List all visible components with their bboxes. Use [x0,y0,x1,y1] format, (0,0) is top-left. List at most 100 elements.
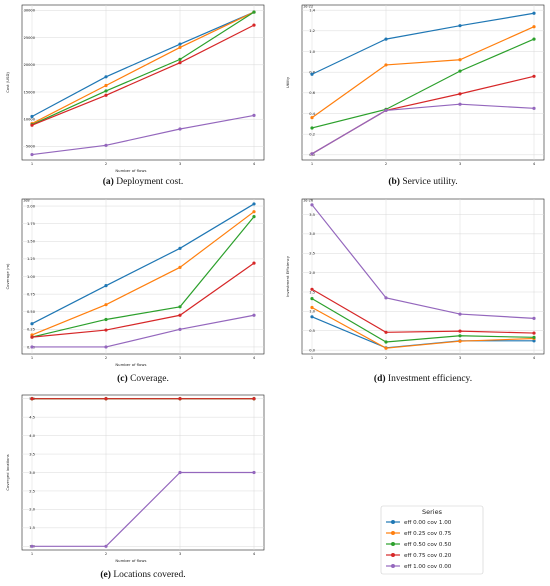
axis-multiplier: 1e8 [23,199,30,203]
caption-text: Locations covered. [111,570,186,580]
series-line-1 [311,26,535,119]
data-point [252,23,256,27]
y-tick-label: 0.25 [27,328,35,332]
data-point [30,114,34,119]
series-line-2 [311,298,535,343]
y-tick-label: 10000 [24,118,36,122]
data-point [252,261,256,265]
y-tick-label: 2.0 [29,508,35,512]
y-tick-label: 30000 [24,9,36,13]
legend-entry: eff 1.00 cov 0.00 [386,564,452,570]
data-point [310,296,314,301]
data-point [458,329,462,333]
series-line-4 [311,204,535,319]
data-point [104,143,108,147]
x-tick-label: 4 [253,356,256,360]
legend-swatch-marker [391,553,395,557]
series-line-1 [31,11,255,125]
data-point [458,24,462,28]
data-point [458,312,462,316]
data-point [384,346,388,350]
y-tick-label: 0.50 [27,310,36,314]
y-tick-label: 2.5 [29,489,35,493]
legend-entry: eff 0.25 cov 0.75 [386,531,452,537]
data-point [178,45,182,50]
data-point [104,93,108,97]
data-point [104,317,108,322]
y-tick-label: 1.50 [27,240,36,244]
data-point [532,106,536,110]
data-point [310,126,314,130]
chart-caption: (d) Investment efficiency. [374,373,472,384]
series-line-3 [31,24,255,126]
series-line-3 [311,288,535,334]
series-line-0 [31,11,255,118]
y-tick-label: 1.00 [27,275,36,279]
data-point [532,339,536,343]
data-point [104,303,108,307]
x-tick-label: 4 [253,552,256,556]
y-tick-label: 4.5 [29,415,35,419]
data-point [178,57,182,61]
caption-letter: (c) [117,373,128,384]
legend-entry: eff 0.00 cov 1.00 [386,520,452,526]
data-point [384,296,388,300]
x-tick-label: 3 [459,162,461,166]
data-point [104,89,108,93]
data-point [532,25,536,29]
x-tick-label: 2 [385,356,387,360]
chart-panel-d: 1 2 3 4 0.0 0.5 1.0 1.5 2.0 2.5 3.0 3.5 1e-26 Investm… [285,199,545,384]
data-point [384,37,388,41]
series-line-1 [311,306,535,349]
data-point [458,102,462,106]
caption-letter: (b) [388,176,400,187]
data-point [532,74,536,78]
series-line-4 [311,103,535,155]
chart-caption: (a) Deployment cost. [103,176,183,187]
data-point [458,339,462,343]
x-tick-label: 2 [385,162,387,166]
data-point [30,345,34,349]
chart-caption: (e) Locations covered. [100,569,185,580]
caption-letter: (d) [374,373,386,384]
x-axis-label: Number of flows [115,168,146,173]
legend-entry: eff 0.50 cov 0.50 [386,542,452,548]
series-line-0 [311,12,535,75]
x-tick-label: 1 [311,356,313,360]
data-point [252,215,256,219]
data-point [458,92,462,96]
y-tick-label: 0.4 [309,112,315,116]
legend-entries: eff 0.00 cov 1.00 eff 0.25 cov 0.75 eff 0.… [386,520,452,570]
axis-multiplier: 1e-26 [303,199,313,203]
data-point [178,470,182,475]
data-point [310,315,314,319]
y-tick-label: 25000 [24,36,36,40]
x-tick-label: 3 [179,162,181,166]
y-tick-label: 2.00 [27,204,36,208]
data-point [532,331,536,335]
chart-caption: (b) Service utility. [388,176,457,187]
x-tick-label: 2 [105,356,107,360]
data-point [310,72,314,76]
y-tick-label: 1.4 [309,8,315,12]
x-tick-label: 3 [179,356,181,360]
y-tick-label: 0.8 [309,70,315,74]
legend-swatch-marker [391,531,395,535]
data-point [252,10,256,14]
y-axis-label: Coverage (m) [5,263,10,290]
chart-panel-a: 1 2 3 4 5000 10000 15000 20000 25000 30000 Number … [5,4,265,187]
series-line-4 [31,114,255,156]
data-point [104,284,108,288]
data-point [178,397,182,401]
x-axis-label: Number of flows [115,362,146,367]
axis-multiplier: 1e-22 [303,5,313,9]
y-tick-label: 5000 [26,145,36,149]
data-point [178,327,182,331]
series-line-2 [31,11,255,126]
legend-swatch-marker [391,542,395,546]
y-axis-label: Cost (USD) [5,72,10,93]
data-point [532,37,536,41]
data-point [178,42,182,46]
